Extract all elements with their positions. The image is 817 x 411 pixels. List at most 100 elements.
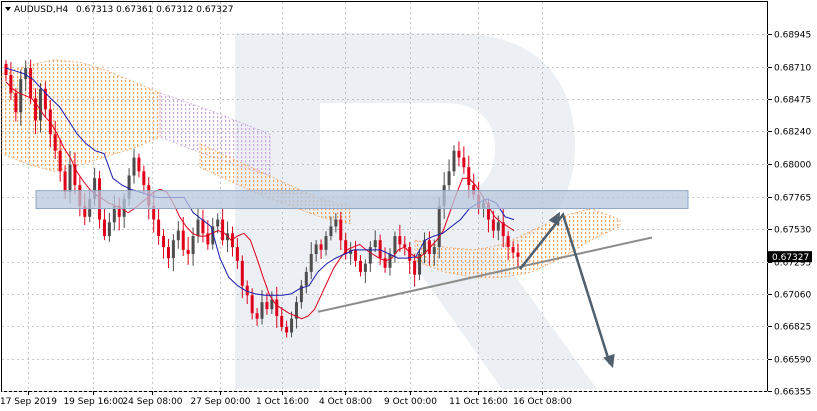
candle-body	[186, 249, 190, 254]
candle-body	[19, 79, 23, 113]
candle	[19, 69, 23, 126]
candle	[324, 231, 328, 256]
candle	[299, 279, 303, 309]
candle-body	[339, 219, 343, 241]
candle-body	[378, 240, 382, 259]
candle	[186, 236, 190, 265]
candle-body	[294, 302, 298, 319]
candle-body	[102, 219, 106, 237]
candle	[329, 216, 333, 241]
candle-body	[181, 230, 185, 250]
candle-body	[171, 240, 175, 259]
candle-body	[437, 205, 441, 248]
candle-body	[29, 68, 33, 99]
candle	[314, 240, 318, 262]
candle-body	[363, 263, 367, 272]
candle	[304, 266, 308, 294]
candle	[275, 286, 279, 328]
candle	[285, 320, 289, 338]
candle	[24, 60, 28, 92]
candle-body	[408, 247, 412, 261]
candle-body	[43, 88, 47, 110]
resistance-zone[interactable]	[35, 190, 689, 210]
price-tick-label: 0.67060	[774, 291, 811, 301]
kijun-sen-line	[5, 67, 515, 296]
candle	[34, 88, 38, 135]
candle	[358, 255, 362, 277]
candle-body	[329, 226, 333, 237]
candle-body	[432, 247, 436, 254]
candle-body	[230, 233, 234, 248]
candle	[260, 290, 264, 325]
candle	[230, 226, 234, 257]
candle-body	[398, 236, 402, 245]
time-tick-label: 1 Oct 16:00	[256, 397, 309, 407]
candle-body	[511, 247, 515, 253]
candle-body	[157, 219, 161, 237]
candle-body	[211, 226, 215, 245]
cloud-bear-segment-3	[414, 208, 621, 278]
candle	[216, 213, 220, 234]
candle	[280, 307, 284, 332]
candle-body	[63, 171, 67, 193]
candle	[43, 81, 47, 118]
price-tick-label: 0.66825	[774, 323, 811, 333]
candle-body	[373, 240, 377, 248]
candle	[506, 231, 510, 261]
candle-body	[73, 164, 77, 186]
candle-body	[68, 164, 72, 193]
candle-body	[142, 171, 146, 186]
price-tick-label: 0.67530	[774, 226, 811, 236]
time-tick-label: 11 Oct 16:00	[449, 397, 508, 407]
candle-body	[176, 230, 180, 241]
price-axis[interactable]: 0.68945 0.68710 0.68475 0.68240 0.68000 0.677…	[768, 31, 811, 398]
candle	[58, 138, 62, 182]
ohlc-readout: 0.67313 0.67361 0.67312 0.67327	[76, 5, 233, 15]
price-tick-label: 0.68240	[774, 128, 811, 138]
candle	[344, 232, 348, 260]
forecast-arrow[interactable]	[519, 211, 615, 369]
candle-body	[216, 219, 220, 227]
candle	[235, 238, 239, 269]
candle	[294, 296, 298, 329]
candle-body	[221, 219, 225, 241]
candle-body	[112, 205, 116, 223]
candle	[73, 152, 77, 195]
candle	[349, 242, 353, 265]
candle-body	[334, 219, 338, 227]
candle-body	[196, 219, 200, 237]
symbol-dropdown-icon[interactable]	[5, 7, 11, 11]
candle	[462, 146, 466, 174]
candle	[102, 208, 106, 241]
candle	[413, 254, 417, 287]
candle-body	[240, 260, 244, 286]
candle	[432, 239, 436, 266]
support-trendline[interactable]	[317, 236, 653, 313]
candle-body	[166, 247, 170, 259]
candle	[176, 220, 180, 249]
price-tick-label: 0.68945	[774, 31, 811, 41]
candle	[309, 242, 313, 280]
candle-body	[457, 150, 461, 158]
price-tick-label: 0.68710	[774, 64, 811, 74]
time-tick-label: 16 Oct 08:00	[513, 397, 572, 407]
candle-body	[486, 203, 490, 220]
candle	[196, 208, 200, 243]
candle-body	[137, 157, 141, 172]
candle	[221, 208, 225, 246]
watermark-logo	[235, 33, 597, 389]
time-tick-label: 27 Sep 00:00	[190, 397, 250, 407]
candle	[334, 213, 338, 233]
candle-body	[368, 247, 372, 264]
candle	[398, 224, 402, 252]
candle-body	[452, 150, 456, 172]
symbol-label: AUDUSD,H4	[14, 5, 69, 15]
forecast-arrowhead-up	[548, 211, 560, 226]
candle-body	[418, 253, 422, 275]
candle-body	[275, 299, 279, 316]
forecast-arrowhead-down	[603, 353, 615, 369]
candle	[162, 229, 166, 259]
candle	[447, 159, 451, 191]
